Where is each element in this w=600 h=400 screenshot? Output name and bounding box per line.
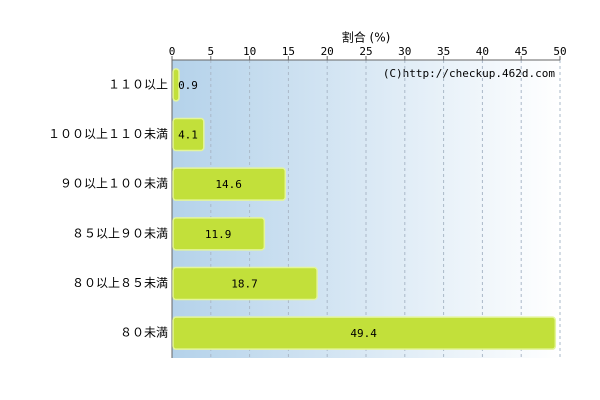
- x-tick-label: 5: [207, 45, 214, 58]
- annotation: (C)http://checkup.462d.com: [383, 67, 556, 80]
- x-tick-label: 35: [437, 45, 450, 58]
- x-tick-label: 10: [243, 45, 256, 58]
- x-tick-label: 20: [321, 45, 334, 58]
- bar: [172, 217, 266, 251]
- data-label: 0.9: [178, 79, 198, 92]
- x-tick-label: 40: [476, 45, 489, 58]
- bar: [172, 316, 557, 350]
- x-tick-label: 15: [282, 45, 295, 58]
- y-tick-label: ８０以上８５未満: [72, 276, 168, 290]
- x-tick-label: 30: [398, 45, 411, 58]
- data-label: 4.1: [178, 129, 198, 142]
- bar: [172, 117, 205, 152]
- bar: [172, 266, 318, 301]
- y-tick-label: ９０以上１００未満: [60, 177, 168, 191]
- bar: [172, 68, 180, 102]
- y-tick-label: ８０未満: [120, 326, 168, 340]
- x-tick-label: 25: [359, 45, 372, 58]
- bar: [172, 167, 287, 201]
- y-tick-label: １００以上１１０未満: [48, 127, 168, 141]
- y-tick-label: ８５以上９０未満: [72, 226, 168, 240]
- data-label: 18.7: [231, 278, 258, 291]
- x-tick-label: 45: [515, 45, 528, 58]
- data-label: 11.9: [205, 228, 232, 241]
- y-tick-label: １１０以上: [108, 77, 168, 91]
- x-tick-label: 50: [553, 45, 566, 58]
- x-axis-title: 割合 (%): [342, 30, 391, 45]
- data-label: 49.4: [350, 327, 377, 340]
- data-label: 14.6: [215, 178, 242, 191]
- x-tick-label: 0: [169, 45, 176, 58]
